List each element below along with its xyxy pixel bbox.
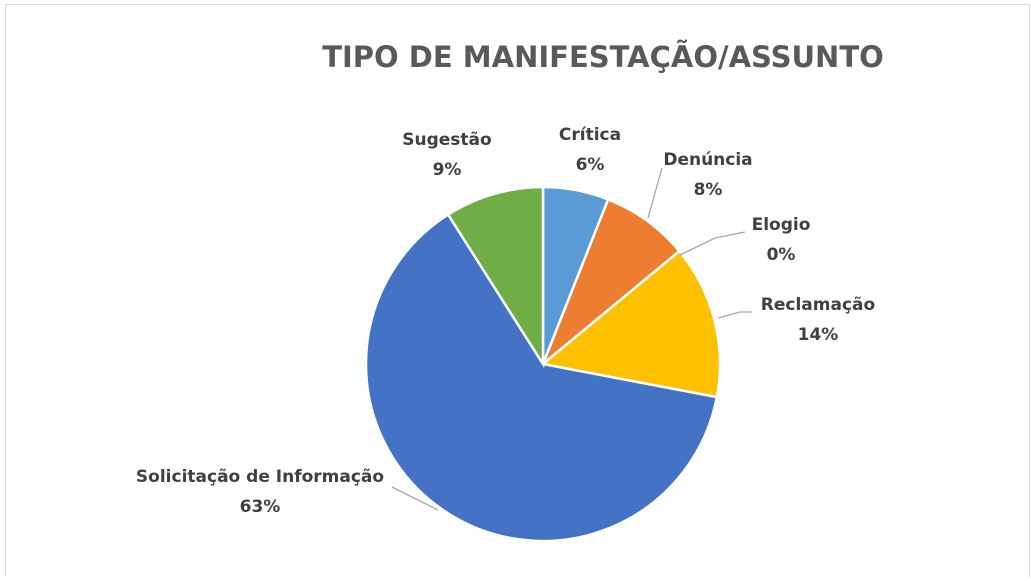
data-label-name: Elogio bbox=[752, 215, 811, 235]
data-label-name: Denúncia bbox=[663, 150, 752, 170]
chart-title: TIPO DE MANIFESTAÇÃO/ASSUNTO bbox=[322, 40, 884, 74]
leader-line bbox=[647, 167, 663, 219]
leader-line bbox=[679, 231, 746, 256]
pie-slice bbox=[446, 185, 545, 369]
leader-line bbox=[717, 311, 752, 319]
data-label-value: 8% bbox=[694, 180, 723, 200]
pie-slice bbox=[541, 197, 682, 365]
data-label-value: 0% bbox=[767, 245, 796, 265]
data-label-value: 14% bbox=[798, 325, 839, 345]
pie-slice bbox=[540, 249, 722, 399]
leader-line bbox=[391, 486, 439, 511]
data-label-name: Solicitação de Informação bbox=[136, 467, 384, 487]
data-label-name: Sugestão bbox=[402, 130, 491, 150]
data-label-value: 6% bbox=[576, 155, 605, 175]
pie-slice bbox=[364, 212, 719, 543]
data-label-name: Crítica bbox=[559, 125, 621, 145]
data-label-value: 9% bbox=[433, 160, 462, 180]
data-label-name: Reclamação bbox=[761, 295, 875, 315]
data-label-value: 63% bbox=[240, 497, 281, 517]
